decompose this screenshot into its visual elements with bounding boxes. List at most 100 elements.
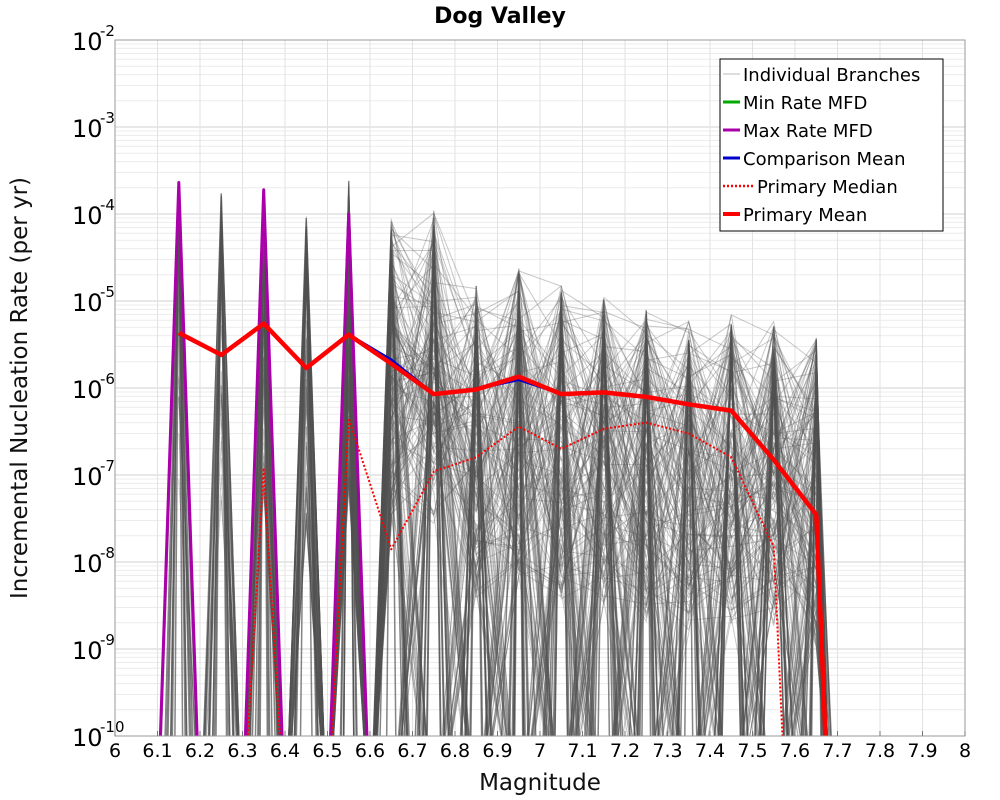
branch-line (203, 271, 827, 736)
legend-label: Min Rate MFD (743, 93, 867, 114)
y-tick-label: 10 (72, 550, 103, 578)
legend-box (719, 58, 944, 232)
branch-line (332, 319, 809, 736)
branch-line (288, 243, 826, 736)
branch-line (290, 305, 808, 736)
x-tick-label: 7.1 (567, 740, 597, 762)
branch-line (246, 241, 828, 736)
branch-line (263, 247, 828, 736)
x-tick-label: 7.6 (780, 740, 810, 762)
branch-line (288, 228, 828, 736)
branch-peak (372, 230, 410, 736)
branch-peak (469, 317, 484, 736)
branch-line (305, 255, 826, 736)
branch-line (305, 305, 828, 736)
branch-line (331, 273, 827, 736)
branch-line (305, 212, 827, 736)
y-tick-exponent: -6 (100, 370, 115, 388)
x-tick-label: 7.7 (822, 740, 852, 762)
branch-line (399, 322, 826, 736)
branch-line (373, 247, 828, 736)
branch-line (331, 288, 807, 736)
branch-line (220, 212, 828, 736)
branch-line (289, 327, 828, 736)
branch-peak (584, 357, 624, 736)
branch-line (333, 233, 808, 736)
branch-line (263, 388, 827, 736)
branch-line (305, 318, 825, 736)
branch-line (330, 285, 828, 736)
branch-line (330, 287, 825, 736)
x-tick-label: 6.8 (440, 740, 470, 762)
branch-line (305, 298, 826, 736)
branch-line (288, 213, 826, 736)
branch-line (290, 290, 828, 736)
branch-line (220, 270, 827, 736)
branch-peak (552, 292, 570, 736)
branch-line (375, 337, 828, 736)
branch-peak (594, 324, 614, 736)
branch-line (178, 186, 801, 736)
branch-line (330, 240, 828, 736)
branch-peak (507, 276, 530, 736)
branch-peak (212, 221, 231, 736)
branch-line (330, 267, 828, 736)
branch-line (291, 297, 828, 736)
legend: Individual Branches Min Rate MFD Max Rate … (719, 58, 944, 232)
branch-line (373, 262, 826, 736)
x-tick-label: 6 (109, 740, 121, 762)
branch-line (374, 338, 828, 736)
series-primary-mean (177, 321, 828, 736)
branch-line (305, 359, 828, 736)
branch-line (178, 198, 825, 736)
branch-line (203, 294, 827, 736)
y-tick-exponent: -3 (100, 109, 115, 127)
branch-line (178, 206, 828, 736)
branch-peak (637, 351, 656, 736)
branch-peak (759, 360, 789, 736)
y-tick-label: 10 (72, 724, 103, 752)
branch-peak (379, 251, 404, 736)
branch-line (203, 241, 827, 736)
branch-peak (374, 260, 408, 736)
branch-line (178, 324, 828, 736)
chart-title: Dog Valley (434, 4, 566, 29)
legend-label: Comparison Mean (743, 149, 906, 170)
branch-line (178, 185, 828, 736)
branch-line (332, 394, 828, 736)
x-tick-label: 7.3 (652, 740, 682, 762)
legend-label: Individual Branches (743, 65, 920, 86)
y-tick-exponent: -7 (100, 457, 115, 475)
branch-line (331, 221, 808, 736)
branch-line (220, 199, 828, 736)
branch-line (373, 247, 826, 736)
branch-line (245, 232, 827, 736)
branch-line (263, 320, 804, 736)
branch-peak (718, 324, 744, 736)
branch-line (204, 322, 828, 736)
branch-peak (554, 297, 569, 736)
branch-line (330, 235, 827, 736)
branch-peak (542, 296, 581, 736)
x-tick-label: 6.4 (270, 740, 300, 762)
x-tick-label: 7 (534, 740, 546, 762)
branch-line (331, 345, 827, 736)
branch-peak (418, 217, 450, 736)
branch-peak (204, 193, 239, 736)
branch-line (330, 190, 828, 736)
branch-line (332, 303, 827, 736)
x-tick-label: 7.4 (695, 740, 725, 762)
branch-line (331, 337, 808, 736)
y-tick-exponent: -10 (100, 718, 125, 736)
branch-line (289, 225, 826, 736)
branch-line (263, 225, 826, 736)
x-tick-label: 7.2 (610, 740, 640, 762)
x-tick-label: 6.1 (142, 740, 172, 762)
branch-line (204, 261, 807, 736)
y-tick-exponent: -9 (100, 631, 115, 649)
y-axis-ticks: 10-210-310-410-510-610-710-810-910-10 (72, 22, 125, 752)
y-axis-label: Incremental Nucleation Rate (per yr) (7, 177, 33, 599)
branch-line (332, 245, 799, 736)
legend-label: Max Rate MFD (743, 121, 873, 142)
